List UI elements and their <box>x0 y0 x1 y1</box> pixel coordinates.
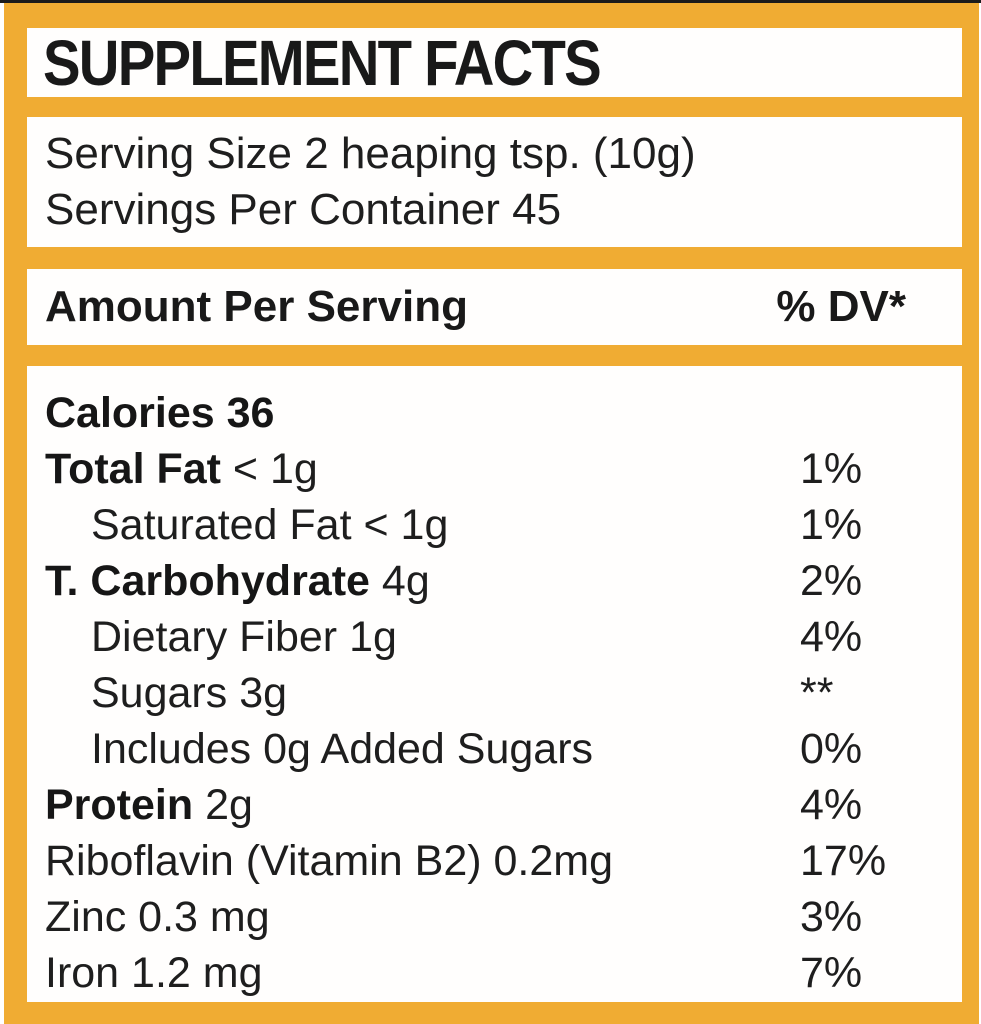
header-panel: SUPPLEMENT FACTS <box>27 26 962 99</box>
nutrient-row-calories: Calories 36 <box>45 385 962 441</box>
nutrient-dv: 3% <box>800 892 863 941</box>
nutrient-dv: ** <box>800 668 834 717</box>
nutrient-dv: 4% <box>800 612 863 661</box>
nutrient-row-dietary-fiber: Dietary Fiber 1g 4% <box>45 609 962 665</box>
nutrient-row-total-fat: Total Fat < 1g 1% <box>45 441 962 497</box>
nutrient-name: Includes 0g Added Sugars <box>91 724 594 773</box>
servings-per-container-line: Servings Per Container 45 <box>45 185 562 234</box>
nutrient-row-protein: Protein 2g 4% <box>45 777 962 833</box>
nutrient-row-zinc: Zinc 0.3 mg 3% <box>45 889 962 945</box>
daily-value-header: % DV* <box>776 282 906 331</box>
top-edge-line <box>0 0 981 3</box>
column-header-panel: Amount Per Serving % DV* <box>27 269 962 345</box>
serving-size-line: Serving Size 2 heaping tsp. (10g) <box>45 129 696 178</box>
nutrient-dv: 17% <box>800 836 887 885</box>
nutrient-dv: 0% <box>800 724 863 773</box>
nutrient-row-saturated-fat: Saturated Fat < 1g 1% <box>45 497 962 553</box>
nutrients-panel: Calories 36 Total Fat < 1g 1% Saturated … <box>27 366 962 1002</box>
nutrient-name: Riboflavin (Vitamin B2) 0.2mg <box>45 836 614 885</box>
nutrient-dv: 1% <box>800 500 863 549</box>
nutrient-dv: 7% <box>800 948 863 997</box>
nutrient-name: Zinc 0.3 mg <box>45 892 270 941</box>
nutrient-name: T. Carbohydrate 4g <box>45 556 430 605</box>
nutrient-dv: 4% <box>800 780 863 829</box>
nutrient-dv: 2% <box>800 556 863 605</box>
nutrient-name: Saturated Fat < 1g <box>91 500 449 549</box>
amount-per-serving-header: Amount Per Serving <box>45 282 468 331</box>
nutrient-row-added-sugars: Includes 0g Added Sugars 0% <box>45 721 962 777</box>
nutrient-row-iron: Iron 1.2 mg 7% <box>45 945 962 1001</box>
nutrient-name: Protein 2g <box>45 780 253 829</box>
nutrient-name: Dietary Fiber 1g <box>91 612 397 661</box>
nutrient-name: Sugars 3g <box>91 668 288 717</box>
nutrient-name: Calories 36 <box>45 388 275 437</box>
label-title: SUPPLEMENT FACTS <box>43 26 602 99</box>
nutrient-row-carbohydrate: T. Carbohydrate 4g 2% <box>45 553 962 609</box>
nutrient-dv: 1% <box>800 444 863 493</box>
nutrient-name: Total Fat < 1g <box>45 444 318 493</box>
nutrient-row-riboflavin: Riboflavin (Vitamin B2) 0.2mg 17% <box>45 833 962 889</box>
nutrient-row-sugars: Sugars 3g ** <box>45 665 962 721</box>
nutrient-name: Iron 1.2 mg <box>45 948 263 997</box>
serving-panel: Serving Size 2 heaping tsp. (10g) Servin… <box>27 117 962 247</box>
